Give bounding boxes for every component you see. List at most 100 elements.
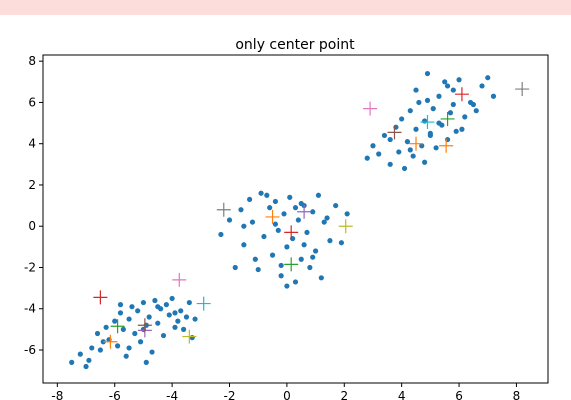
x-tick-label: 2 [340,389,348,400]
point [169,295,175,302]
point [427,130,433,136]
point [264,192,270,198]
center-marker [409,136,424,151]
point [433,145,439,151]
center-marker [265,209,280,224]
point [333,202,339,209]
point [450,101,456,108]
point [275,227,281,233]
point [143,359,149,365]
point [310,254,316,260]
point [324,215,330,221]
point [69,359,75,365]
center-marker [284,257,299,272]
point [485,75,491,81]
point [410,153,416,159]
point [312,248,319,254]
point [447,110,454,116]
point [278,273,284,279]
point [318,275,324,281]
point [284,283,290,289]
y-tick-label: 8 [28,54,36,68]
y-tick-label: 6 [28,95,36,109]
y-tick-label: 4 [28,137,36,151]
x-tick-label: -8 [51,389,63,400]
center-marker [439,138,454,153]
center-marker [338,219,353,234]
point [424,70,431,77]
point [419,143,425,149]
point [399,116,405,122]
point [281,211,287,217]
point [192,316,198,322]
point [413,87,419,93]
point [269,252,276,258]
point [163,302,169,308]
point [456,77,462,83]
point [450,87,456,93]
y-tick-label: -4 [24,302,36,316]
point [89,345,95,351]
point [387,136,393,143]
point [117,310,124,316]
point [155,304,161,310]
x-tick-label: 8 [513,389,521,400]
y-tick-label: -6 [24,343,36,357]
point [178,308,184,314]
point [442,79,448,85]
point [186,299,192,306]
y-tick-label: -2 [24,260,36,274]
point [424,97,431,103]
center-marker [387,125,402,140]
point [470,101,476,108]
point [160,332,167,339]
point [112,318,118,324]
chart-title: only center point [235,37,355,53]
point [155,320,161,326]
point [267,205,273,211]
point [241,242,247,248]
point [166,312,172,318]
point [252,256,258,262]
point [344,211,350,217]
point [180,326,187,332]
point [103,324,109,330]
point [278,262,284,269]
point [284,244,290,250]
x-tick-label: -6 [109,389,121,400]
center-marker [196,296,211,311]
point [310,209,316,215]
point [172,324,178,330]
point [146,314,152,320]
point [123,353,129,359]
center-marker [297,204,312,219]
y-tick-label: 0 [28,219,36,233]
point [152,297,158,304]
point [436,120,442,126]
point [298,256,304,262]
point [226,217,233,223]
point [387,161,393,167]
point [132,330,138,337]
x-tick-label: -4 [166,389,178,400]
point [430,106,436,112]
point [338,240,345,246]
point [436,93,442,99]
point [287,194,293,200]
center-marker [216,202,231,217]
y-tick-label: 2 [28,178,36,192]
point [422,118,428,124]
point [94,330,101,337]
center-marker [363,101,378,116]
point [490,93,497,99]
center-marker [454,87,469,102]
point [473,108,479,114]
point [241,223,247,229]
point [189,335,195,341]
point [404,139,411,145]
point [292,205,299,211]
center-marker [420,115,435,130]
point [381,132,388,139]
point [258,190,264,196]
point [376,151,382,157]
